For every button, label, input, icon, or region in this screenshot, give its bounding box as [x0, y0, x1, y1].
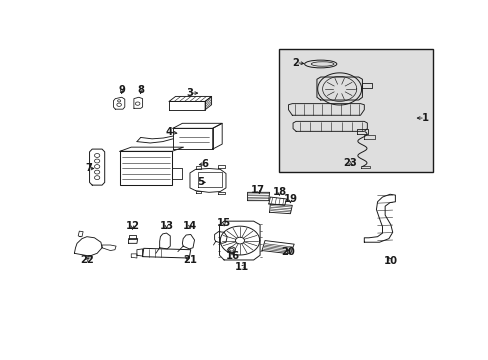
Text: 14: 14 [183, 221, 197, 231]
Text: 5: 5 [197, 177, 203, 187]
Text: 10: 10 [383, 256, 397, 266]
Text: 15: 15 [217, 218, 231, 228]
Text: 4: 4 [165, 127, 172, 137]
Text: 8: 8 [137, 85, 144, 95]
Text: 3: 3 [186, 88, 193, 98]
Text: 18: 18 [272, 186, 286, 197]
Text: 2: 2 [292, 58, 299, 68]
Text: 17: 17 [250, 185, 264, 194]
Text: 6: 6 [201, 159, 208, 169]
Text: 16: 16 [225, 251, 240, 261]
Text: 7: 7 [85, 163, 92, 174]
Text: 23: 23 [342, 158, 356, 168]
Text: 21: 21 [183, 255, 197, 265]
Bar [279, 49, 431, 172]
Text: 9: 9 [118, 85, 125, 95]
Bar [120, 151, 172, 185]
Text: 22: 22 [80, 255, 94, 265]
Text: 12: 12 [125, 221, 139, 231]
Text: 20: 20 [281, 247, 295, 257]
Text: 19: 19 [283, 194, 297, 204]
Text: 1: 1 [421, 113, 427, 123]
Text: 13: 13 [159, 221, 173, 231]
Text: 11: 11 [235, 262, 249, 272]
